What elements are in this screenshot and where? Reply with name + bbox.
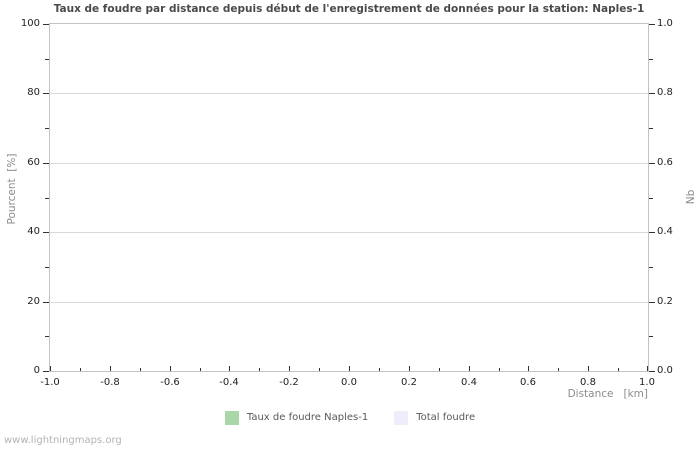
x-tick — [469, 366, 470, 371]
x-tick-label: -0.6 — [160, 377, 180, 388]
x-tick — [140, 368, 141, 371]
x-tick — [80, 368, 81, 371]
x-tick — [499, 368, 500, 371]
y-axis-label-right: Nb — [685, 189, 697, 205]
x-tick — [319, 368, 320, 371]
y-right-tick — [649, 232, 655, 233]
x-tick-label: 0.6 — [520, 377, 536, 388]
x-tick-label: 0.4 — [461, 377, 477, 388]
y-left-tick — [43, 24, 49, 25]
y-right-tick-label: 0.0 — [657, 365, 673, 376]
y-right-tick — [649, 93, 655, 94]
x-tick-label: 0.0 — [341, 377, 357, 388]
y-left-tick — [43, 93, 49, 94]
x-tick — [439, 368, 440, 371]
x-tick — [618, 368, 619, 371]
y-right-tick — [649, 128, 653, 129]
y-left-tick — [43, 232, 49, 233]
legend-item: Total foudre — [394, 411, 475, 425]
y-right-tick-label: 0.4 — [657, 226, 673, 237]
y-gridline — [50, 232, 648, 233]
y-left-tick-label: 40 — [27, 226, 40, 237]
y-left-tick — [45, 336, 49, 337]
y-left-tick — [43, 371, 49, 372]
x-tick — [349, 366, 350, 371]
x-tick — [588, 366, 589, 371]
y-axis-label-left: Pourcent [%] — [6, 153, 18, 225]
x-tick-label: -0.4 — [219, 377, 239, 388]
y-left-tick-label: 80 — [27, 87, 40, 98]
x-tick — [289, 366, 290, 371]
y-gridline — [50, 93, 648, 94]
y-right-tick — [649, 198, 653, 199]
y-right-tick — [649, 24, 655, 25]
x-tick — [200, 368, 201, 371]
x-tick-label: 0.2 — [401, 377, 417, 388]
y-right-tick-label: 0.6 — [657, 157, 673, 168]
x-tick-label: 1.0 — [639, 377, 655, 388]
y-gridline — [50, 163, 648, 164]
y-left-tick-label: 60 — [27, 157, 40, 168]
y-gridline — [50, 302, 648, 303]
y-right-tick — [649, 371, 655, 372]
x-tick — [558, 368, 559, 371]
y-left-tick — [45, 128, 49, 129]
y-right-tick — [649, 302, 655, 303]
y-left-tick — [43, 302, 49, 303]
x-tick — [50, 366, 51, 371]
y-right-tick — [649, 267, 653, 268]
x-tick-label: -1.0 — [40, 377, 60, 388]
x-tick — [528, 366, 529, 371]
x-tick-label: -0.8 — [100, 377, 120, 388]
x-tick — [259, 368, 260, 371]
y-right-tick-label: 1.0 — [657, 18, 673, 29]
chart-title: Taux de foudre par distance depuis début… — [53, 3, 645, 15]
x-tick — [110, 366, 111, 371]
y-left-tick-label: 20 — [27, 296, 40, 307]
legend: Taux de foudre Naples-1 Total foudre — [0, 411, 700, 425]
y-left-tick-label: 0 — [33, 365, 40, 376]
y-right-tick-label: 0.8 — [657, 87, 673, 98]
legend-label: Taux de foudre Naples-1 — [246, 412, 369, 423]
x-tick-label: -0.2 — [279, 377, 299, 388]
y-right-tick — [649, 336, 653, 337]
y-left-tick — [45, 59, 49, 60]
x-tick — [170, 366, 171, 371]
plot-area: 0 0.0 20 0.2 40 0.4 60 0.6 80 0.8 100 1.0 -1.0 -0.8 -0… — [21, 18, 673, 388]
legend-label: Total foudre — [416, 412, 476, 423]
x-tick — [647, 366, 648, 371]
watermark-text: www.lightningmaps.org — [4, 435, 122, 446]
y-right-tick — [649, 59, 653, 60]
y-left-tick-label: 100 — [20, 18, 40, 29]
x-tick-label: 0.8 — [580, 377, 596, 388]
y-right-tick-label: 0.2 — [657, 296, 673, 307]
y-left-tick — [45, 267, 49, 268]
y-right-tick — [649, 163, 655, 164]
x-tick — [379, 368, 380, 371]
y-left-tick — [43, 163, 49, 164]
legend-swatch — [224, 411, 239, 425]
x-tick — [409, 366, 410, 371]
y-left-tick — [45, 198, 49, 199]
legend-item: Taux de foudre Naples-1 — [224, 411, 369, 425]
x-axis-label: Distance [km] — [567, 388, 648, 400]
legend-swatch — [394, 411, 409, 425]
x-tick — [229, 366, 230, 371]
